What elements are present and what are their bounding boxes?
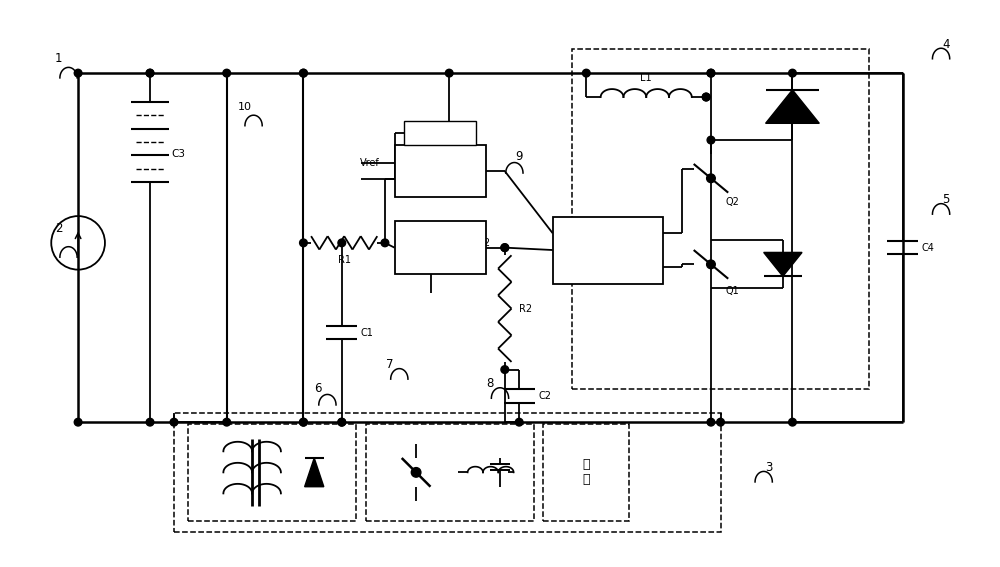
Polygon shape xyxy=(764,252,802,276)
Circle shape xyxy=(707,69,715,77)
Text: 7: 7 xyxy=(386,358,393,371)
Circle shape xyxy=(445,69,453,77)
Text: 控制器: 控制器 xyxy=(597,244,619,256)
Bar xyxy=(553,217,663,284)
Text: 并
网: 并 网 xyxy=(583,458,590,486)
Text: C1: C1 xyxy=(361,328,374,337)
Text: 5: 5 xyxy=(942,193,950,206)
Polygon shape xyxy=(766,90,819,123)
Text: 3: 3 xyxy=(765,461,772,474)
Text: Vref: Vref xyxy=(360,158,380,168)
Bar xyxy=(395,221,486,274)
Text: C3: C3 xyxy=(171,149,185,159)
Circle shape xyxy=(702,93,710,101)
Text: 9: 9 xyxy=(515,150,523,163)
Text: R2: R2 xyxy=(519,303,532,314)
Circle shape xyxy=(74,69,82,77)
Circle shape xyxy=(515,418,523,426)
Circle shape xyxy=(74,418,82,426)
Circle shape xyxy=(338,418,346,426)
Circle shape xyxy=(411,468,421,477)
Bar xyxy=(395,145,486,197)
Circle shape xyxy=(501,244,509,251)
Text: L1: L1 xyxy=(640,73,652,83)
Circle shape xyxy=(381,239,389,247)
Text: EA2: EA2 xyxy=(429,164,452,177)
Text: C2: C2 xyxy=(538,391,551,401)
Bar xyxy=(404,121,476,145)
Circle shape xyxy=(501,244,509,251)
Text: 6: 6 xyxy=(314,382,322,395)
Text: 10: 10 xyxy=(238,101,252,112)
Polygon shape xyxy=(305,458,324,486)
Circle shape xyxy=(789,69,796,77)
Circle shape xyxy=(707,174,715,183)
Circle shape xyxy=(300,418,307,426)
Text: 1: 1 xyxy=(55,52,63,65)
Text: Q1: Q1 xyxy=(725,286,739,296)
Bar xyxy=(572,49,869,389)
Text: EA1: EA1 xyxy=(429,241,452,254)
Text: R1: R1 xyxy=(338,255,351,265)
Bar xyxy=(543,424,629,521)
Circle shape xyxy=(789,418,796,426)
Circle shape xyxy=(146,418,154,426)
Circle shape xyxy=(707,260,715,269)
Circle shape xyxy=(146,69,154,77)
Text: Q2: Q2 xyxy=(725,197,739,207)
Text: 2: 2 xyxy=(55,222,63,235)
Text: 4: 4 xyxy=(942,38,950,51)
Text: C4: C4 xyxy=(922,243,935,253)
Text: R2: R2 xyxy=(477,238,490,248)
Circle shape xyxy=(501,366,509,374)
Bar xyxy=(366,424,534,521)
Circle shape xyxy=(300,418,307,426)
Circle shape xyxy=(702,93,710,101)
Circle shape xyxy=(146,69,154,77)
Circle shape xyxy=(223,418,231,426)
Circle shape xyxy=(338,418,346,426)
Bar xyxy=(174,413,721,532)
Circle shape xyxy=(582,69,590,77)
Circle shape xyxy=(707,69,715,77)
Circle shape xyxy=(170,418,178,426)
Circle shape xyxy=(300,69,307,77)
Circle shape xyxy=(300,69,307,77)
Circle shape xyxy=(223,69,231,77)
Circle shape xyxy=(707,136,715,144)
Circle shape xyxy=(300,239,307,247)
Text: 8: 8 xyxy=(487,378,494,391)
Bar xyxy=(188,424,356,521)
Circle shape xyxy=(338,239,346,247)
Circle shape xyxy=(717,418,724,426)
Circle shape xyxy=(707,418,715,426)
